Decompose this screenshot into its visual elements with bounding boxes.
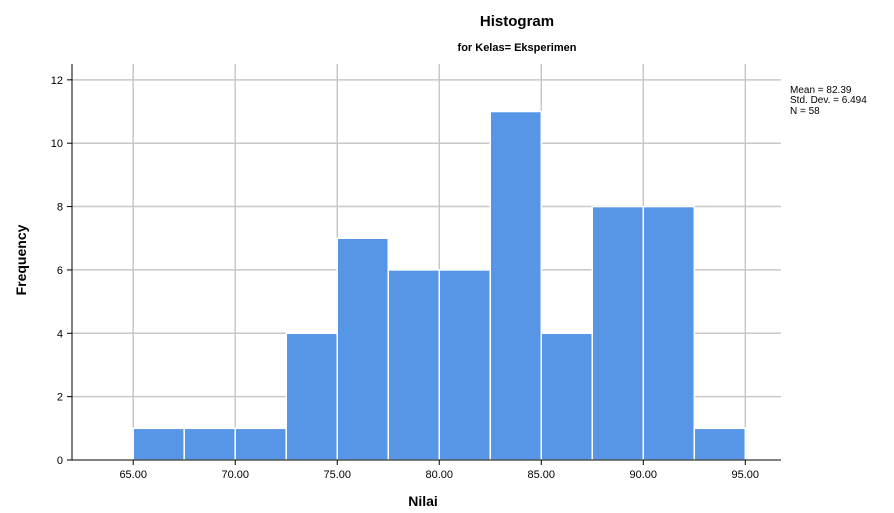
bars: [132, 110, 747, 461]
histogram-bar: [285, 332, 338, 461]
y-tick-label: 12: [51, 75, 63, 87]
y-tick-label: 10: [51, 138, 63, 150]
histogram-bar: [387, 269, 441, 461]
y-tick-label: 0: [57, 455, 63, 467]
histogram-bar: [183, 427, 236, 461]
x-tick-label: 80.00: [425, 469, 453, 481]
histogram-bar: [234, 427, 287, 461]
stat-n: N = 58: [790, 106, 820, 117]
stats-box: Mean = 82.39 Std. Dev. = 6.494 N = 58: [790, 85, 867, 117]
x-tick-labels: 65.00 70.00 75.00 80.00 85.00 90.00 95.00: [119, 469, 759, 481]
x-tick-label: 85.00: [528, 469, 556, 481]
histogram-bar: [693, 427, 747, 461]
histogram-bar: [489, 110, 543, 461]
axes: [67, 64, 781, 465]
y-tick-label: 4: [57, 328, 63, 340]
y-tick-labels: 0 2 4 6 8 10 12: [51, 75, 63, 467]
histogram-bar: [642, 205, 696, 461]
histogram-bar: [591, 205, 645, 461]
stat-mean: Mean = 82.39: [790, 85, 852, 96]
chart-title: Histogram: [480, 13, 554, 30]
x-tick-label: 65.00: [119, 469, 147, 481]
histogram-bar: [438, 269, 492, 461]
x-axis-title: Nilai: [408, 493, 438, 509]
y-tick-label: 2: [57, 392, 63, 404]
chart-subtitle: for Kelas= Eksperimen: [458, 42, 577, 54]
stat-std-dev: Std. Dev. = 6.494: [790, 95, 867, 106]
x-tick-label: 75.00: [323, 469, 351, 481]
histogram-bar: [132, 427, 185, 461]
histogram-bar: [540, 332, 594, 461]
y-axis-title: Frequency: [13, 224, 29, 295]
y-tick-label: 6: [57, 265, 63, 277]
x-tick-label: 90.00: [630, 469, 658, 481]
y-tick-label: 8: [57, 202, 63, 214]
x-tick-label: 70.00: [221, 469, 249, 481]
x-tick-label: 95.00: [732, 469, 760, 481]
histogram-bar: [336, 237, 389, 461]
